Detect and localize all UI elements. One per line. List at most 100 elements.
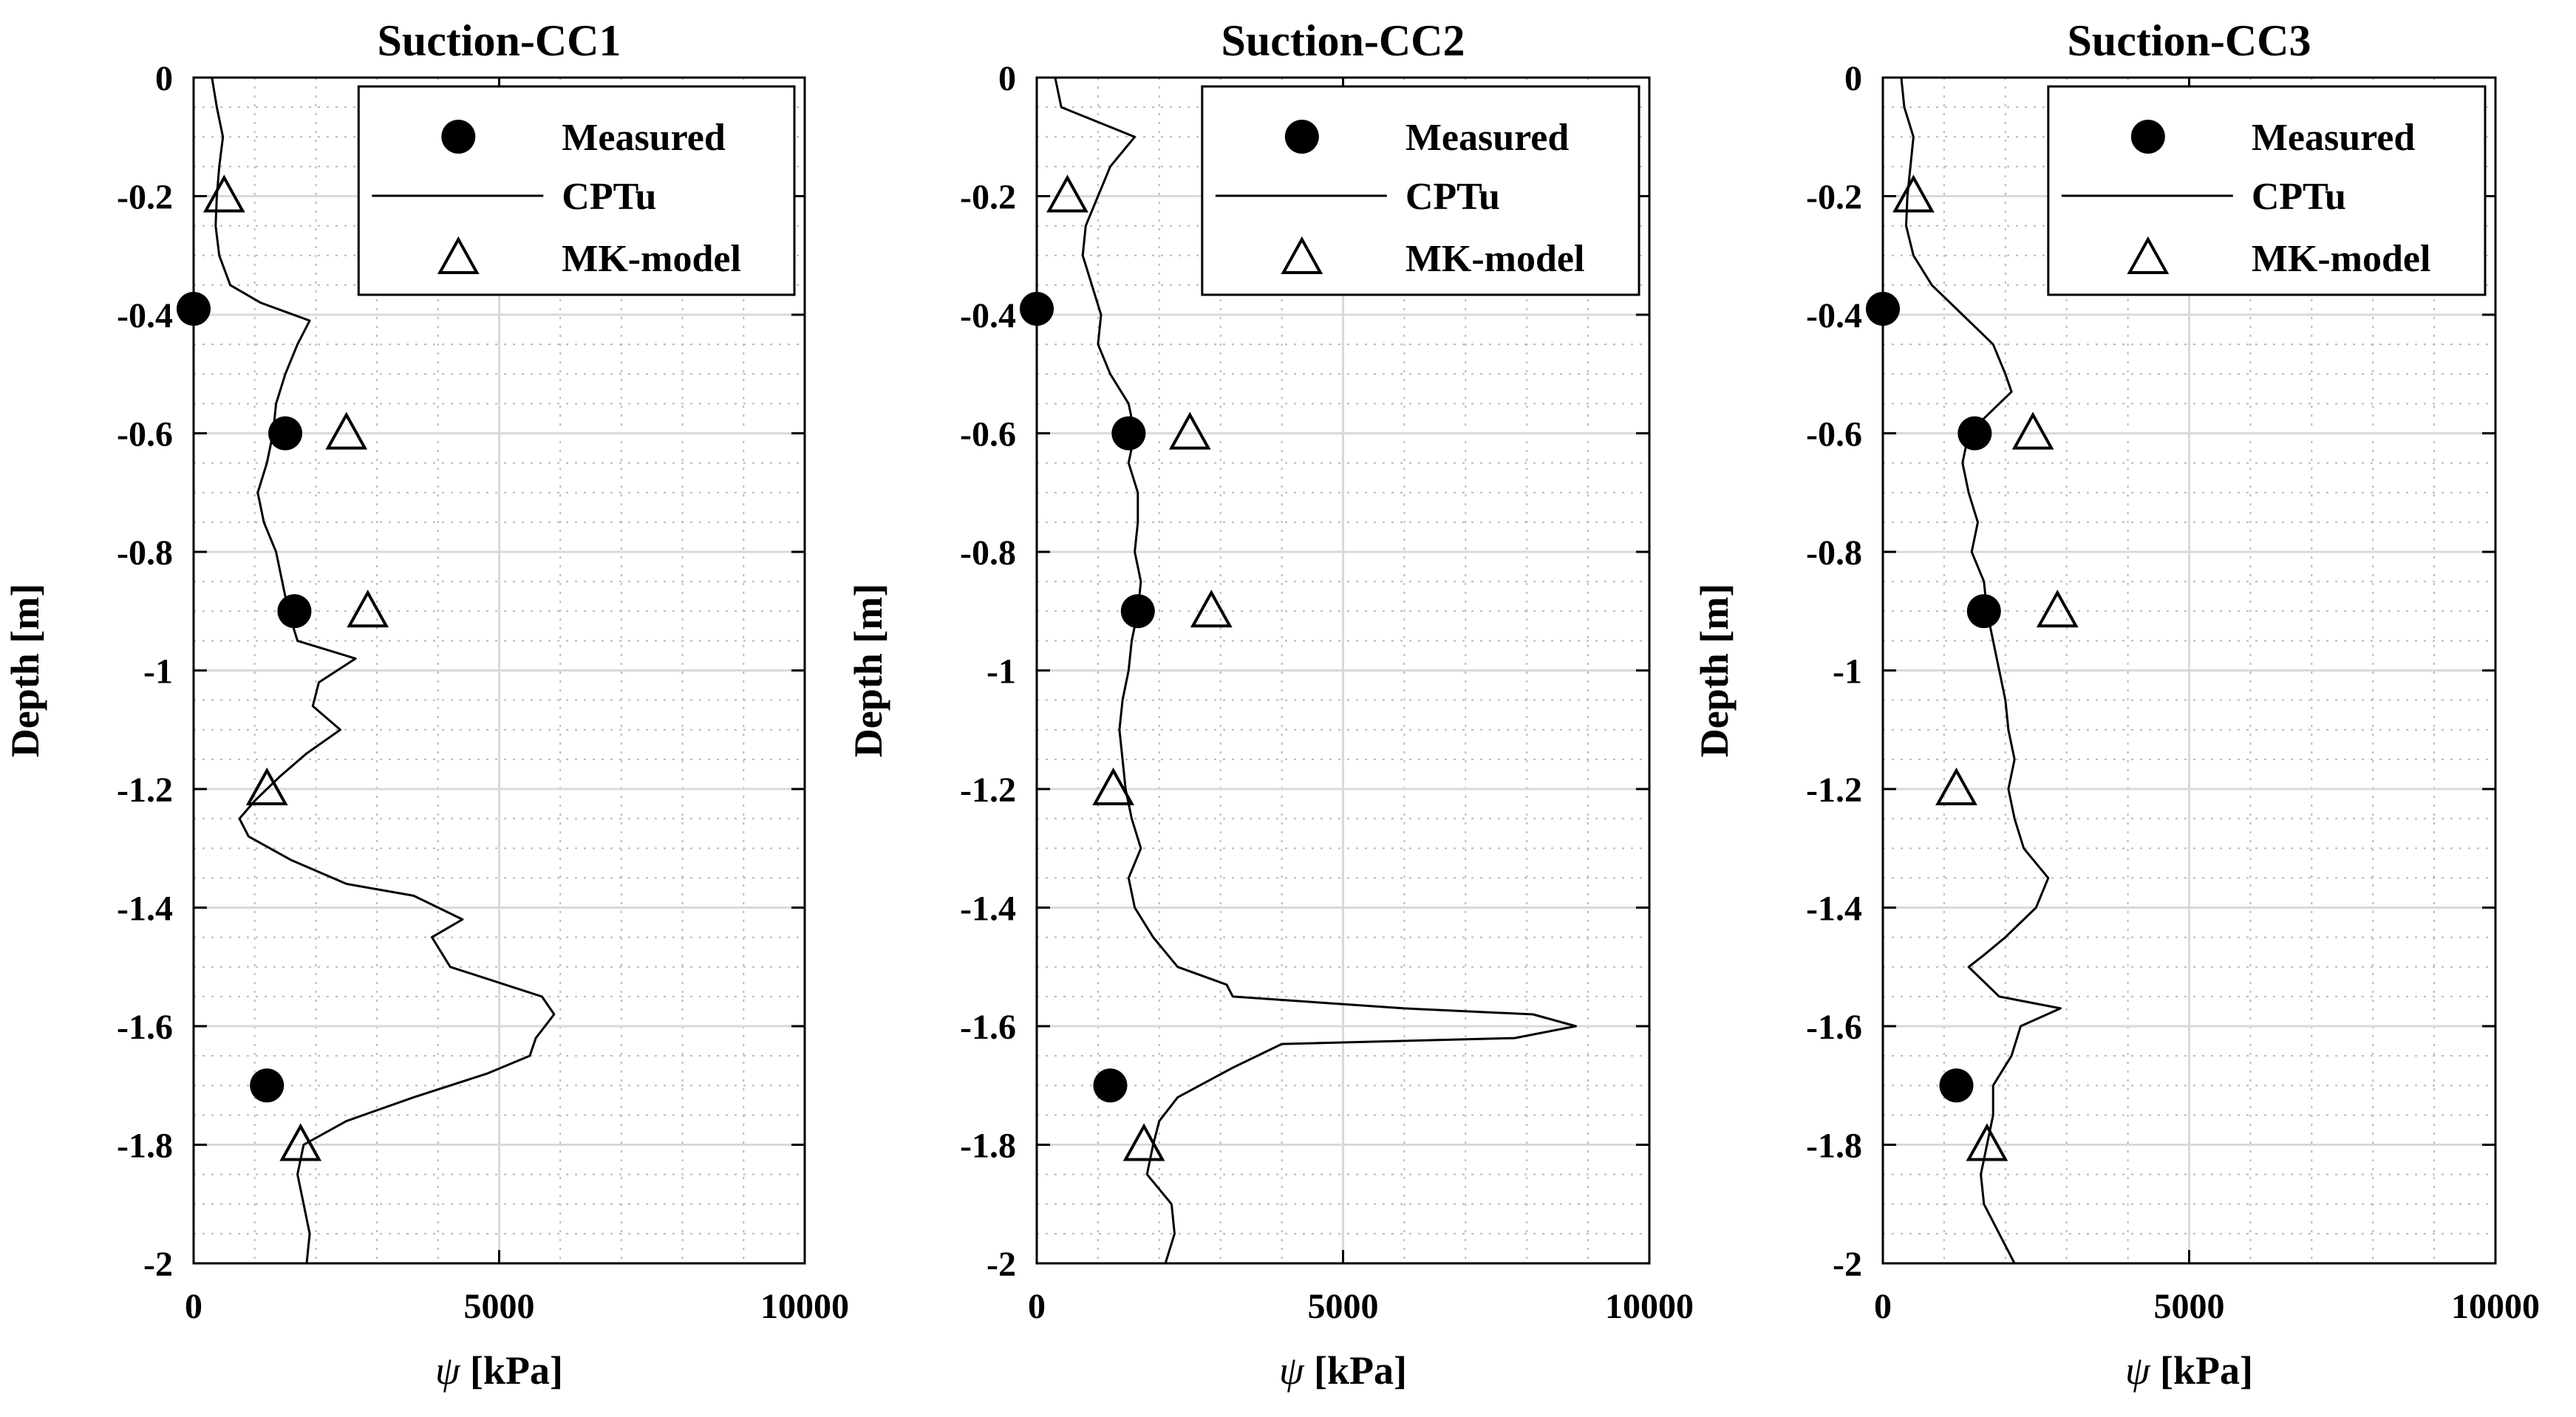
x-tick-label: 0 xyxy=(185,1287,202,1326)
mk-model-point xyxy=(325,412,368,450)
chart-title: Suction-CC2 xyxy=(1221,16,1465,65)
x-tick-label: 10000 xyxy=(2451,1287,2540,1326)
legend-label: Measured xyxy=(2252,117,2416,159)
y-tick-label: -1.4 xyxy=(1806,890,1862,929)
y-tick-label: 0 xyxy=(998,59,1016,98)
legend: Measured CPTu MK-model xyxy=(2047,85,2487,296)
mk-model-point xyxy=(1122,1123,1165,1161)
measured-point xyxy=(268,416,303,451)
y-tick-label: -0.6 xyxy=(960,415,1016,454)
y-tick-label: -1.2 xyxy=(1806,771,1862,810)
y-tick-label: -2 xyxy=(143,1245,173,1284)
y-tick-label: -1.4 xyxy=(960,890,1016,929)
legend-label: MK-model xyxy=(562,238,741,280)
measured-point xyxy=(1093,1068,1128,1103)
mk-model-point xyxy=(1966,1123,2008,1161)
y-tick-label: -0.8 xyxy=(960,533,1016,573)
y-tick-label: -2 xyxy=(1833,1245,1862,1284)
x-tick-label: 5000 xyxy=(2154,1287,2225,1326)
legend-measured-marker xyxy=(2130,120,2165,154)
major-grid xyxy=(1883,78,2495,1263)
x-axis-label-symbol: ψ xyxy=(2125,1348,2151,1393)
tick-marks xyxy=(1881,76,2497,1265)
legend-box xyxy=(1201,85,1640,296)
chart-title: Suction-CC3 xyxy=(2067,16,2311,65)
y-tick-label: -1.8 xyxy=(960,1127,1016,1166)
panel-cc3: 0 5000 10000 0 -0.2 -0.4 -0.6 -0.8 -1 -1.2 -1.4 -1.… xyxy=(1692,16,2540,1393)
x-tick-label: 10000 xyxy=(760,1287,849,1326)
mk-model-point xyxy=(202,174,245,213)
legend: Measured CPTu MK-model xyxy=(357,85,796,296)
legend-box xyxy=(357,85,796,296)
y-tick-label: -1.2 xyxy=(117,771,173,810)
series-cptu-line xyxy=(211,77,556,1264)
y-tick-label: 0 xyxy=(1844,59,1862,98)
measured-point xyxy=(1939,1068,1974,1103)
legend: Measured CPTu MK-model xyxy=(1201,85,1640,296)
x-tick-label: 5000 xyxy=(464,1287,535,1326)
legend-mk-marker xyxy=(437,236,480,274)
legend-measured-marker xyxy=(1284,120,1319,154)
legend-label: CPTu xyxy=(562,176,656,218)
y-tick-label: -1 xyxy=(143,652,173,692)
y-tick-label: -0.2 xyxy=(117,178,173,217)
mk-model-point xyxy=(1935,767,1977,805)
y-axis-label: Depth [m] xyxy=(846,584,890,757)
legend-label: MK-model xyxy=(2252,238,2431,280)
y-tick-label: -0.6 xyxy=(117,415,173,454)
x-tick-label: 10000 xyxy=(1605,1287,1694,1326)
y-axis-label: Depth [m] xyxy=(3,584,47,757)
mk-model-point xyxy=(245,767,288,805)
measured-point xyxy=(1111,416,1146,451)
legend-measured-marker xyxy=(441,120,476,154)
mk-model-point xyxy=(1092,767,1135,805)
legend-box xyxy=(2047,85,2487,296)
legend-label: CPTu xyxy=(2252,176,2346,218)
x-axis-label: ψ [kPa] xyxy=(2125,1348,2253,1393)
mk-model-point xyxy=(2011,412,2054,450)
y-tick-label: 0 xyxy=(155,59,173,98)
x-axis-label: ψ [kPa] xyxy=(435,1348,563,1393)
mk-model-point xyxy=(347,590,389,628)
y-tick-label: -1.2 xyxy=(960,771,1016,810)
measured-point xyxy=(1966,594,2001,629)
y-tick-label: -0.6 xyxy=(1806,415,1862,454)
series-cptu-line xyxy=(1900,77,2062,1264)
tick-marks xyxy=(192,76,806,1265)
y-tick-label: -0.8 xyxy=(117,533,173,573)
y-tick-label: -1 xyxy=(987,652,1016,692)
x-tick-label: 0 xyxy=(1874,1287,1892,1326)
y-tick-label: -1.6 xyxy=(960,1008,1016,1047)
measured-point xyxy=(250,1068,284,1103)
panel-cc2: 0 5000 10000 0 -0.2 -0.4 -0.6 -0.8 -1 -1.2 -1.4 -1.… xyxy=(846,16,1694,1393)
measured-point xyxy=(1020,291,1054,326)
x-tick-label: 0 xyxy=(1028,1287,1046,1326)
x-axis-label-unit: [kPa] xyxy=(1304,1348,1407,1393)
mk-model-point xyxy=(279,1123,322,1161)
legend-mk-marker xyxy=(2127,236,2170,274)
y-tick-label: -0.2 xyxy=(1806,178,1862,217)
y-tick-label: -0.4 xyxy=(960,296,1016,335)
chart-title: Suction-CC1 xyxy=(377,16,621,65)
legend-mk-marker xyxy=(1281,236,1323,274)
y-tick-label: -1.8 xyxy=(117,1127,173,1166)
y-tick-label: -1.8 xyxy=(1806,1127,1862,1166)
measured-point xyxy=(1866,291,1900,326)
legend-label: MK-model xyxy=(1405,238,1585,280)
measured-point xyxy=(277,594,312,629)
legend-label: Measured xyxy=(562,117,726,159)
panel-cc1: 0 5000 10000 0 -0.2 -0.4 -0.6 -0.8 -1 -1.2 -1.4 -1.… xyxy=(3,16,849,1393)
legend-label: Measured xyxy=(1405,117,1570,159)
x-tick-label: 5000 xyxy=(1308,1287,1379,1326)
x-axis-label-symbol: ψ xyxy=(435,1348,461,1393)
mk-model-point xyxy=(1168,412,1211,450)
y-tick-label: -1.4 xyxy=(117,890,173,929)
x-axis-label-unit: [kPa] xyxy=(2150,1348,2253,1393)
legend-label: CPTu xyxy=(1405,176,1500,218)
measured-point xyxy=(1957,416,1992,451)
mk-model-point xyxy=(1892,174,1935,213)
y-tick-label: -0.4 xyxy=(117,296,173,335)
y-tick-label: -1.6 xyxy=(117,1008,173,1047)
y-tick-label: -0.8 xyxy=(1806,533,1862,573)
